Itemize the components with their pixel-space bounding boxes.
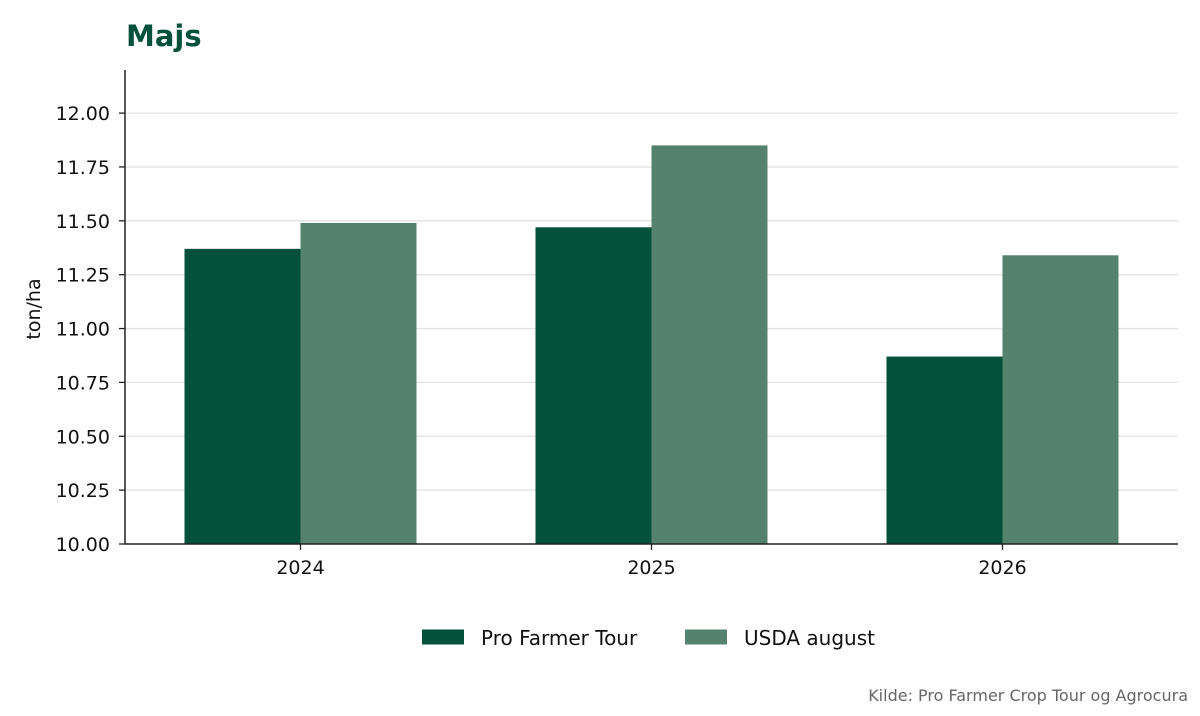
y-tick-label: 11.50 [56, 211, 110, 233]
x-tick-label: 2026 [978, 557, 1026, 579]
source-note: Kilde: Pro Farmer Crop Tour og Agrocura [868, 686, 1188, 705]
y-axis-title: ton/ha [23, 278, 45, 339]
bar-usda-2026 [1002, 255, 1119, 545]
y-tick-label: 11.25 [56, 265, 110, 287]
bar-pro-farmer-2024 [184, 248, 301, 544]
bar-usda-2025 [651, 145, 768, 544]
y-tick-label: 11.75 [56, 157, 110, 179]
bar-pro-farmer-2026 [886, 356, 1003, 544]
legend-swatch-usda [685, 629, 727, 645]
bar-usda-2024 [300, 222, 417, 545]
y-tick-label: 10.00 [56, 534, 110, 556]
legend: Pro Farmer Tour USDA august [422, 626, 875, 650]
y-tick-label: 10.75 [56, 372, 110, 394]
y-tick-label: 10.50 [56, 426, 110, 448]
chart-title: Majs [126, 19, 202, 53]
legend-label-pro-farmer: Pro Farmer Tour [481, 626, 638, 650]
y-ticks: 10.00 10.25 10.50 10.75 11.00 11.25 11.50 11.75… [56, 103, 125, 556]
y-tick-label: 11.00 [56, 319, 110, 341]
y-tick-label: 10.25 [56, 480, 110, 502]
y-tick-label: 12.00 [56, 103, 110, 125]
x-tick-label: 2024 [276, 557, 324, 579]
bars [184, 145, 1119, 545]
x-tick-label: 2025 [627, 557, 675, 579]
bar-pro-farmer-2025 [535, 227, 652, 545]
x-ticks: 2024 2025 2026 [276, 544, 1027, 579]
legend-swatch-pro-farmer [422, 629, 464, 645]
legend-label-usda: USDA august [744, 626, 875, 650]
